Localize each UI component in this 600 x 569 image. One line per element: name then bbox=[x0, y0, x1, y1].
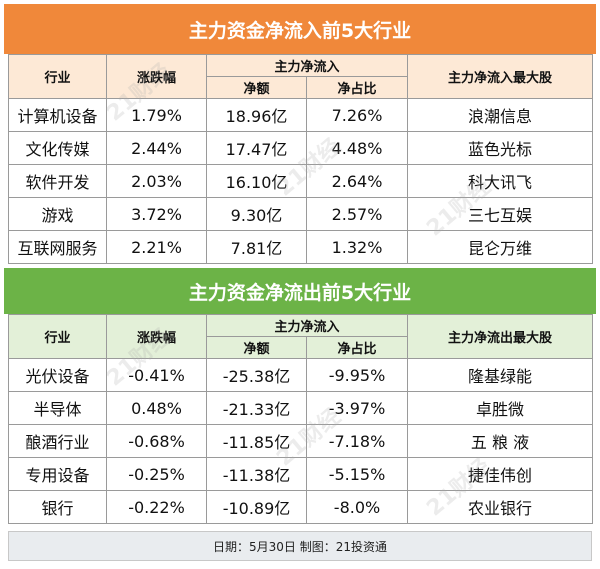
change-cell: 2.44% bbox=[106, 131, 207, 165]
ratio-cell: 2.57% bbox=[305, 197, 409, 231]
stock-cell: 浪潮信息 bbox=[407, 98, 594, 132]
col-industry: 行业 bbox=[8, 54, 107, 99]
change-cell: 2.03% bbox=[106, 164, 207, 198]
table-row: 软件开发 2.03% 16.10亿 2.64% 科大讯飞 bbox=[8, 164, 594, 198]
table-row: 计算机设备 1.79% 18.96亿 7.26% 浪潮信息 bbox=[8, 98, 594, 132]
stock-cell: 三七互娱 bbox=[407, 197, 594, 231]
subheader-row: 净额 净占比 bbox=[9, 76, 593, 99]
col-ratio: 净占比 bbox=[305, 76, 409, 99]
subheader-row: 净额 净占比 bbox=[9, 336, 593, 359]
col-change: 涨跌幅 bbox=[106, 54, 207, 99]
table-row: 专用设备 -0.25% -11.38亿 -5.15% 捷佳伟创 bbox=[8, 457, 594, 491]
amount-cell: 16.10亿 bbox=[206, 164, 307, 198]
table-row: 互联网服务 2.21% 7.81亿 1.32% 昆仑万维 bbox=[8, 230, 594, 264]
change-cell: 3.72% bbox=[106, 197, 207, 231]
ratio-cell: -9.95% bbox=[305, 358, 409, 392]
change-cell: -0.25% bbox=[106, 457, 207, 491]
col-ratio: 净占比 bbox=[305, 336, 409, 359]
change-cell: -0.22% bbox=[106, 490, 207, 524]
industry-cell: 互联网服务 bbox=[8, 230, 107, 264]
ratio-cell: -8.0% bbox=[305, 490, 409, 524]
change-cell: -0.68% bbox=[106, 424, 207, 458]
stock-cell: 隆基绿能 bbox=[407, 358, 594, 392]
col-amount: 净额 bbox=[206, 336, 307, 359]
amount-cell: -21.33亿 bbox=[206, 391, 307, 425]
col-amount: 净额 bbox=[206, 76, 307, 99]
industry-cell: 计算机设备 bbox=[8, 98, 107, 132]
col-industry: 行业 bbox=[8, 314, 107, 359]
table-row: 游戏 3.72% 9.30亿 2.57% 三七互娱 bbox=[8, 197, 594, 231]
ratio-cell: 7.26% bbox=[305, 98, 409, 132]
industry-cell: 光伏设备 bbox=[8, 358, 107, 392]
table-row: 文化传媒 2.44% 17.47亿 4.48% 蓝色光标 bbox=[8, 131, 594, 165]
stock-cell: 卓胜微 bbox=[407, 391, 594, 425]
table-row: 半导体 0.48% -21.33亿 -3.97% 卓胜微 bbox=[8, 391, 594, 425]
change-cell: 0.48% bbox=[106, 391, 207, 425]
industry-cell: 酿酒行业 bbox=[8, 424, 107, 458]
col-top-stock: 主力净流入最大股 bbox=[407, 54, 594, 99]
industry-cell: 软件开发 bbox=[8, 164, 107, 198]
amount-cell: 7.81亿 bbox=[206, 230, 307, 264]
amount-cell: -11.85亿 bbox=[206, 424, 307, 458]
change-cell: 2.21% bbox=[106, 230, 207, 264]
amount-cell: 18.96亿 bbox=[206, 98, 307, 132]
outflow-table: 行业 涨跌幅 主力净流入 主力净流出最大股 净额 净占比 光伏设备 -0.41%… bbox=[8, 314, 594, 524]
ratio-cell: -3.97% bbox=[305, 391, 409, 425]
stock-cell: 捷佳伟创 bbox=[407, 457, 594, 491]
header-row: 行业 涨跌幅 主力净流入 主力净流入最大股 bbox=[8, 54, 594, 99]
industry-cell: 专用设备 bbox=[8, 457, 107, 491]
header-row: 行业 涨跌幅 主力净流入 主力净流出最大股 bbox=[8, 314, 594, 359]
industry-cell: 半导体 bbox=[8, 391, 107, 425]
amount-cell: -10.89亿 bbox=[206, 490, 307, 524]
ratio-cell: 2.64% bbox=[305, 164, 409, 198]
stock-cell: 五 粮 液 bbox=[407, 424, 594, 458]
table-row: 酿酒行业 -0.68% -11.85亿 -7.18% 五 粮 液 bbox=[8, 424, 594, 458]
industry-cell: 游戏 bbox=[8, 197, 107, 231]
stock-cell: 科大讯飞 bbox=[407, 164, 594, 198]
table-row: 银行 -0.22% -10.89亿 -8.0% 农业银行 bbox=[8, 490, 594, 524]
col-top-stock: 主力净流出最大股 bbox=[407, 314, 594, 359]
inflow-title: 主力资金净流入前5大行业 bbox=[4, 4, 596, 54]
amount-cell: -25.38亿 bbox=[206, 358, 307, 392]
amount-cell: 9.30亿 bbox=[206, 197, 307, 231]
footer-caption: 日期：5月30日 制图：21投资通 bbox=[8, 531, 592, 561]
amount-cell: 17.47亿 bbox=[206, 131, 307, 165]
col-change: 涨跌幅 bbox=[106, 314, 207, 359]
table-row: 光伏设备 -0.41% -25.38亿 -9.95% 隆基绿能 bbox=[8, 358, 594, 392]
stock-cell: 农业银行 bbox=[407, 490, 594, 524]
ratio-cell: -5.15% bbox=[305, 457, 409, 491]
change-cell: -0.41% bbox=[106, 358, 207, 392]
industry-cell: 文化传媒 bbox=[8, 131, 107, 165]
stock-cell: 昆仑万维 bbox=[407, 230, 594, 264]
col-group: 主力净流入 bbox=[205, 54, 409, 77]
industry-cell: 银行 bbox=[8, 490, 107, 524]
change-cell: 1.79% bbox=[106, 98, 207, 132]
ratio-cell: 1.32% bbox=[305, 230, 409, 264]
col-group: 主力净流入 bbox=[205, 314, 409, 337]
inflow-table: 行业 涨跌幅 主力净流入 主力净流入最大股 净额 净占比 计算机设备 1.79%… bbox=[8, 54, 594, 264]
stock-cell: 蓝色光标 bbox=[407, 131, 594, 165]
ratio-cell: -7.18% bbox=[305, 424, 409, 458]
ratio-cell: 4.48% bbox=[305, 131, 409, 165]
outflow-title: 主力资金净流出前5大行业 bbox=[4, 268, 596, 314]
amount-cell: -11.38亿 bbox=[206, 457, 307, 491]
